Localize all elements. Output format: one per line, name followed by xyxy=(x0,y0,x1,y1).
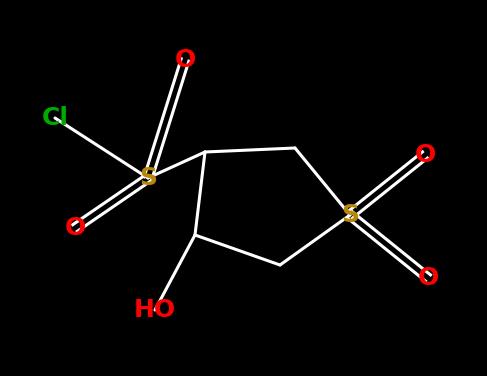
Text: S: S xyxy=(341,203,359,227)
Text: O: O xyxy=(64,216,86,240)
Text: Cl: Cl xyxy=(41,106,69,130)
Text: O: O xyxy=(174,48,196,72)
Text: O: O xyxy=(417,266,439,290)
Text: S: S xyxy=(139,166,157,190)
Text: O: O xyxy=(414,143,436,167)
Text: HO: HO xyxy=(134,298,176,322)
